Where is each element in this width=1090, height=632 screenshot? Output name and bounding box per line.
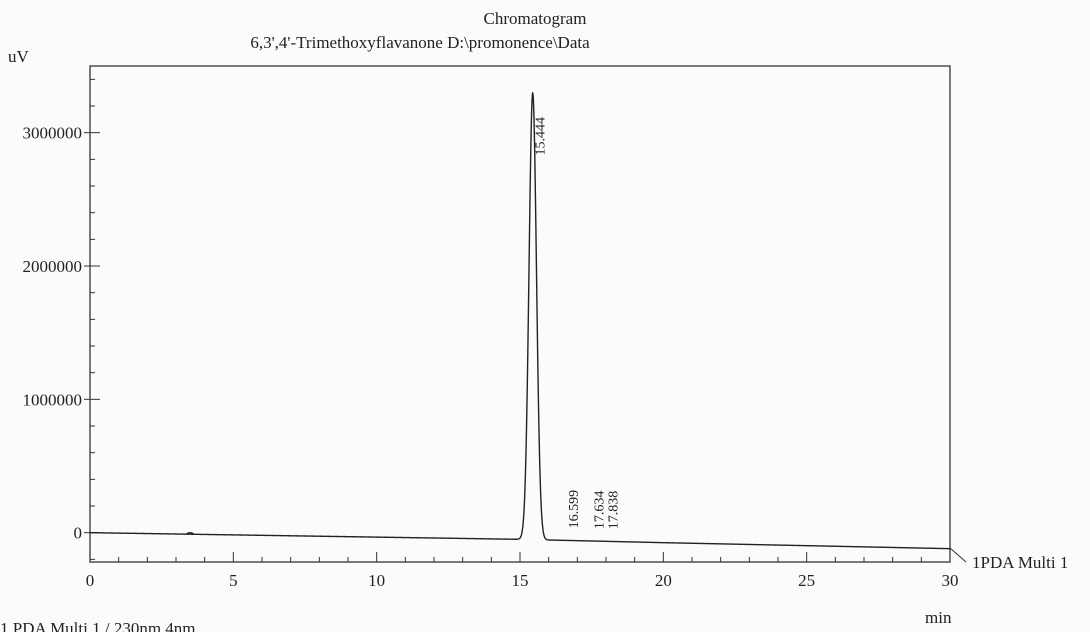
chart-subtitle: 6,3',4'-Trimethoxyflavanone D:\promonenc… — [250, 33, 590, 52]
y-axis-label: uV — [8, 47, 30, 66]
x-tick-label: 20 — [655, 571, 672, 590]
axis-ticks: 0 5 10 15 20 25 30 0 1000000 2000000 3000000 — [23, 78, 959, 590]
minor-baseline-blip — [185, 532, 195, 535]
series-label-leader — [949, 547, 967, 563]
x-tick-label: 25 — [798, 571, 815, 590]
x-tick-label: 30 — [942, 571, 959, 590]
y-tick-label: 2000000 — [23, 257, 83, 276]
y-tick-label: 1000000 — [23, 390, 83, 409]
peak-label: 15.444 — [534, 117, 549, 156]
x-axis-label: min — [925, 608, 952, 627]
x-tick-label: 0 — [86, 571, 95, 590]
series-label: 1PDA Multi 1 — [972, 553, 1068, 572]
x-tick-label: 10 — [368, 571, 385, 590]
footnote: 1 PDA Multi 1 / 230nm 4nm — [0, 619, 196, 632]
y-tick-label: 0 — [74, 524, 83, 543]
peak-label: 16.599 — [567, 490, 582, 529]
x-tick-label: 5 — [229, 571, 238, 590]
chromatogram-trace — [90, 91, 951, 550]
chart-title: Chromatogram — [484, 9, 587, 28]
peak-label: 17.634 — [593, 491, 608, 530]
x-tick-label: 15 — [512, 571, 529, 590]
peak-label: 17.838 — [606, 491, 621, 530]
y-tick-label: 3000000 — [23, 124, 83, 143]
trace-layer — [90, 91, 951, 550]
plot-frame — [89, 65, 951, 563]
